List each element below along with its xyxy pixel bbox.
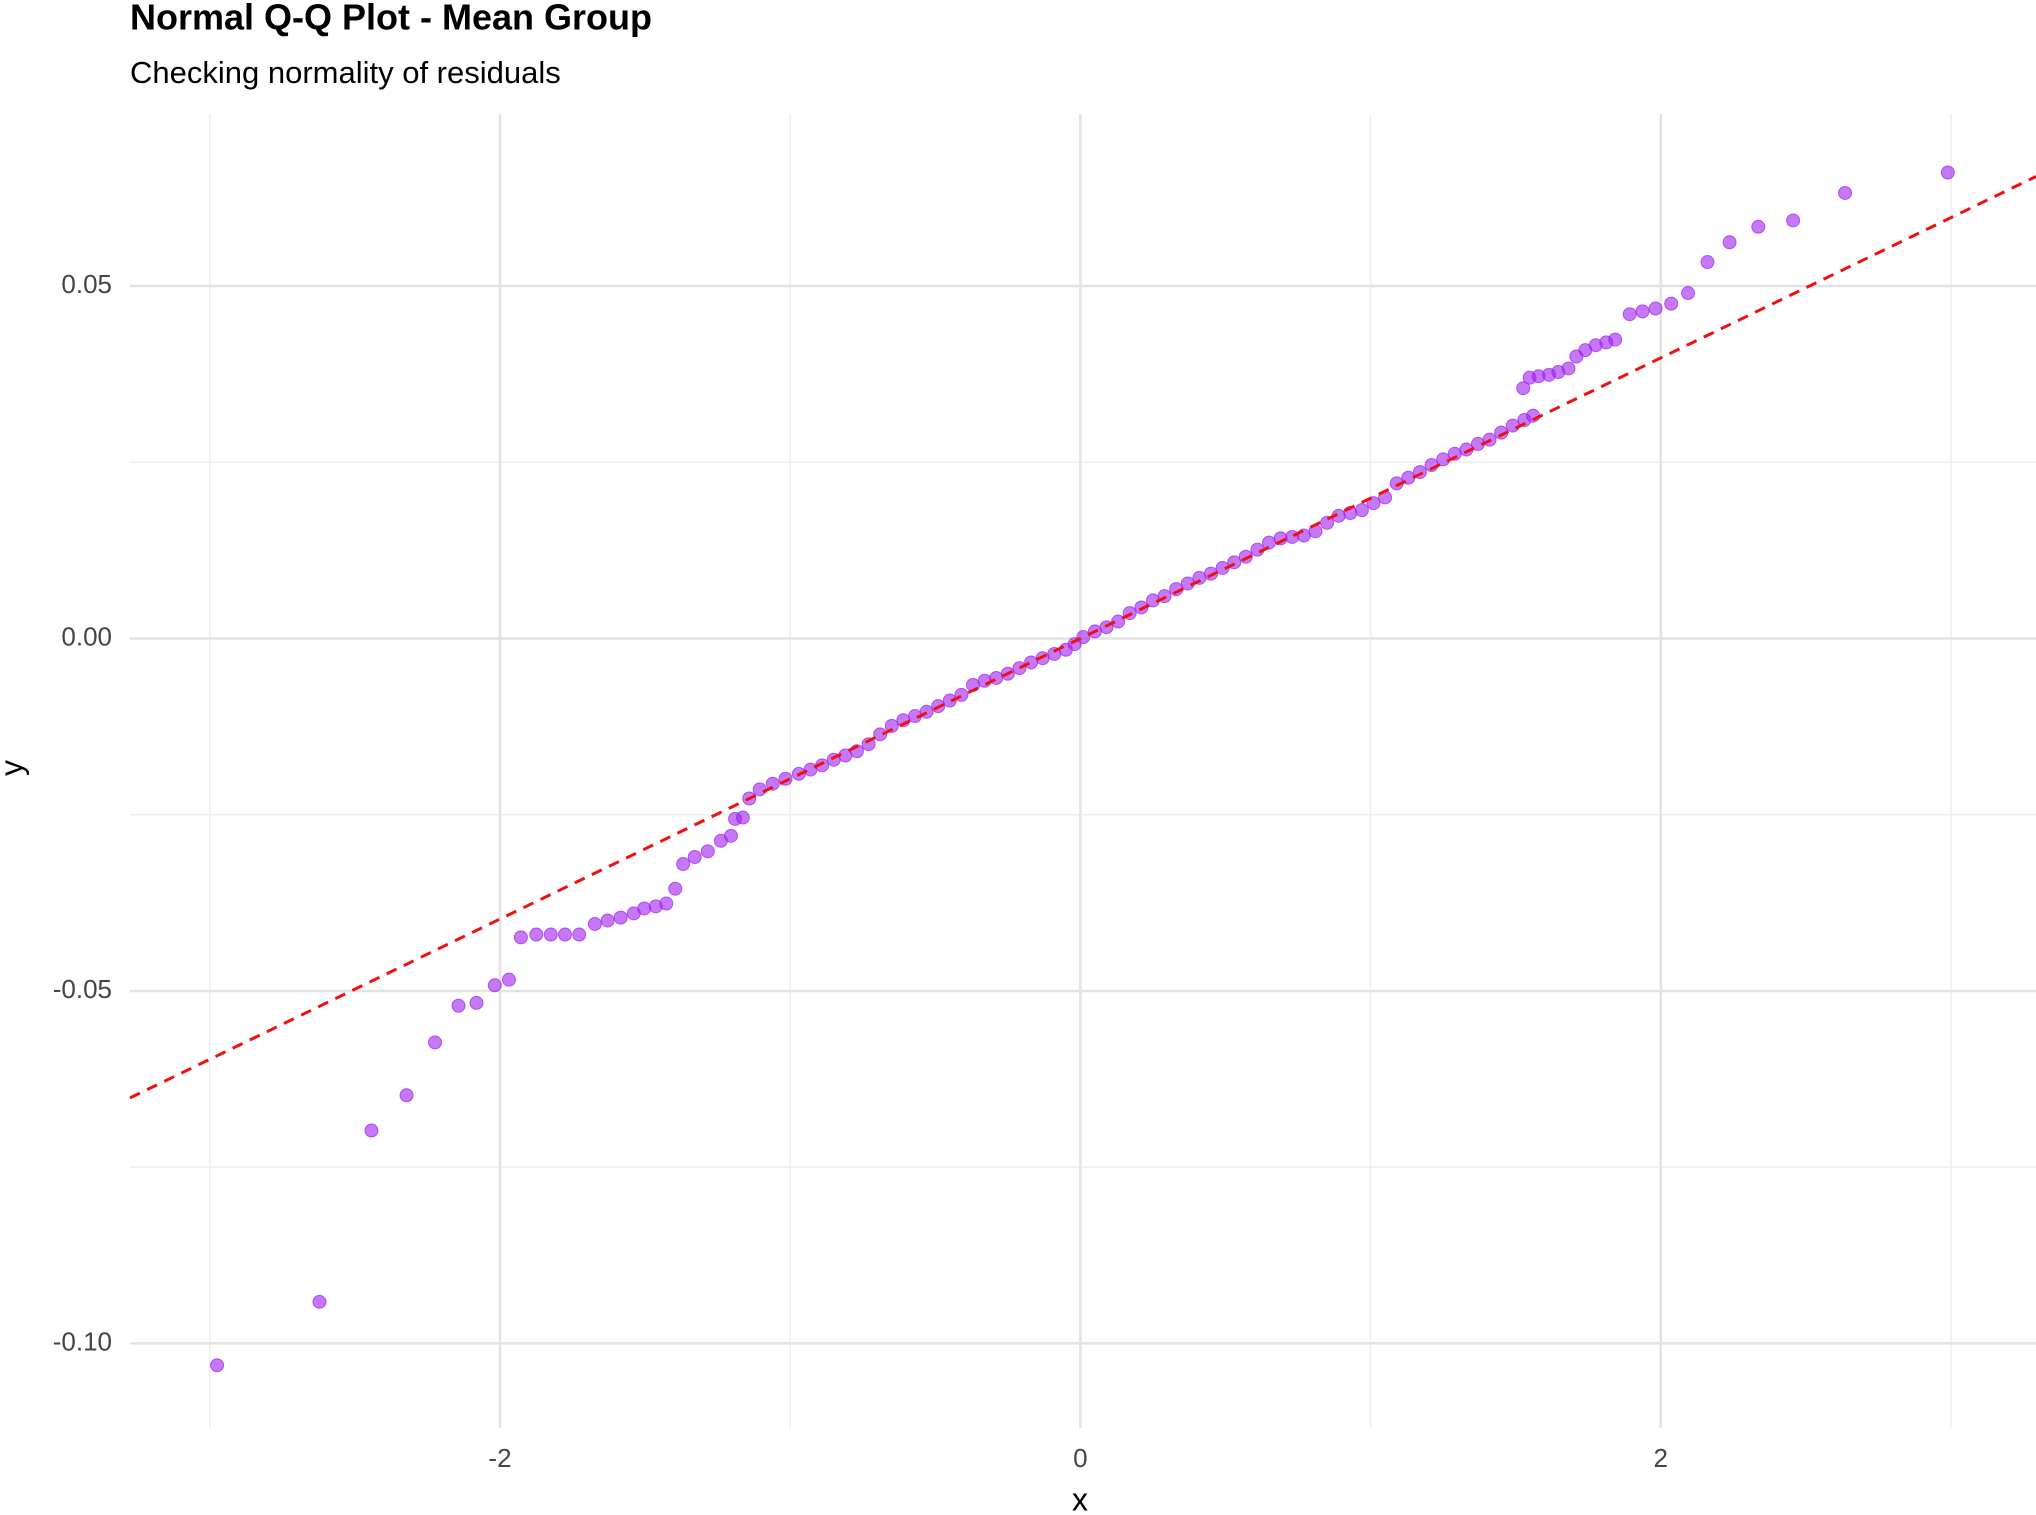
point: [1262, 535, 1277, 550]
point: [1838, 185, 1853, 200]
point: [1700, 255, 1715, 270]
point: [1024, 655, 1039, 670]
point: [765, 776, 780, 791]
point: [637, 901, 652, 916]
y-axis-label: y: [0, 760, 29, 776]
chart-subtitle: Checking normality of residuals: [130, 55, 561, 90]
point: [977, 673, 992, 688]
y-tick-label: -0.05: [53, 974, 112, 1004]
point: [884, 718, 899, 733]
point: [1561, 361, 1576, 376]
point: [364, 1123, 379, 1138]
point: [1354, 503, 1369, 518]
point: [451, 998, 466, 1013]
point: [572, 927, 587, 942]
y-tick-label: 0.05: [61, 269, 112, 299]
point: [752, 782, 767, 797]
point: [210, 1358, 225, 1373]
x-tick-label: 0: [1073, 1443, 1087, 1473]
reference-line: [129, 175, 2036, 1100]
point: [543, 927, 558, 942]
point: [399, 1088, 414, 1103]
point: [1940, 165, 1955, 180]
x-tick-label: 2: [1654, 1443, 1668, 1473]
point: [469, 995, 484, 1010]
y-tick-label: -0.10: [53, 1326, 112, 1356]
point: [723, 828, 738, 843]
point: [600, 913, 615, 928]
point: [1608, 332, 1623, 347]
point: [659, 896, 674, 911]
point: [687, 850, 702, 865]
point: [1076, 630, 1091, 645]
point: [942, 693, 957, 708]
point: [558, 927, 573, 942]
point: [613, 910, 628, 925]
point: [1722, 235, 1737, 250]
point: [1012, 661, 1027, 676]
point: [1505, 418, 1520, 433]
point: [700, 844, 715, 859]
point: [1111, 614, 1126, 629]
point: [1751, 219, 1766, 234]
point: [735, 810, 750, 825]
point: [312, 1294, 327, 1309]
y-tick-label: 0.00: [61, 621, 112, 651]
point: [1622, 307, 1637, 322]
point: [1516, 381, 1531, 396]
x-axis-label: x: [1072, 1481, 1088, 1515]
point: [1320, 515, 1335, 530]
chart-title: Normal Q-Q Plot - Mean Group: [130, 0, 652, 38]
point: [873, 727, 888, 742]
point: [1648, 301, 1663, 316]
point: [1681, 286, 1696, 301]
point: [668, 881, 683, 896]
point: [529, 927, 544, 942]
point: [1635, 304, 1650, 319]
point: [676, 857, 691, 872]
x-tick-label: -2: [488, 1443, 511, 1473]
point: [1786, 213, 1801, 228]
point: [501, 972, 516, 987]
point: [513, 930, 528, 945]
point: [427, 1035, 442, 1050]
point: [587, 916, 602, 931]
point: [487, 978, 502, 993]
point: [1664, 296, 1679, 311]
